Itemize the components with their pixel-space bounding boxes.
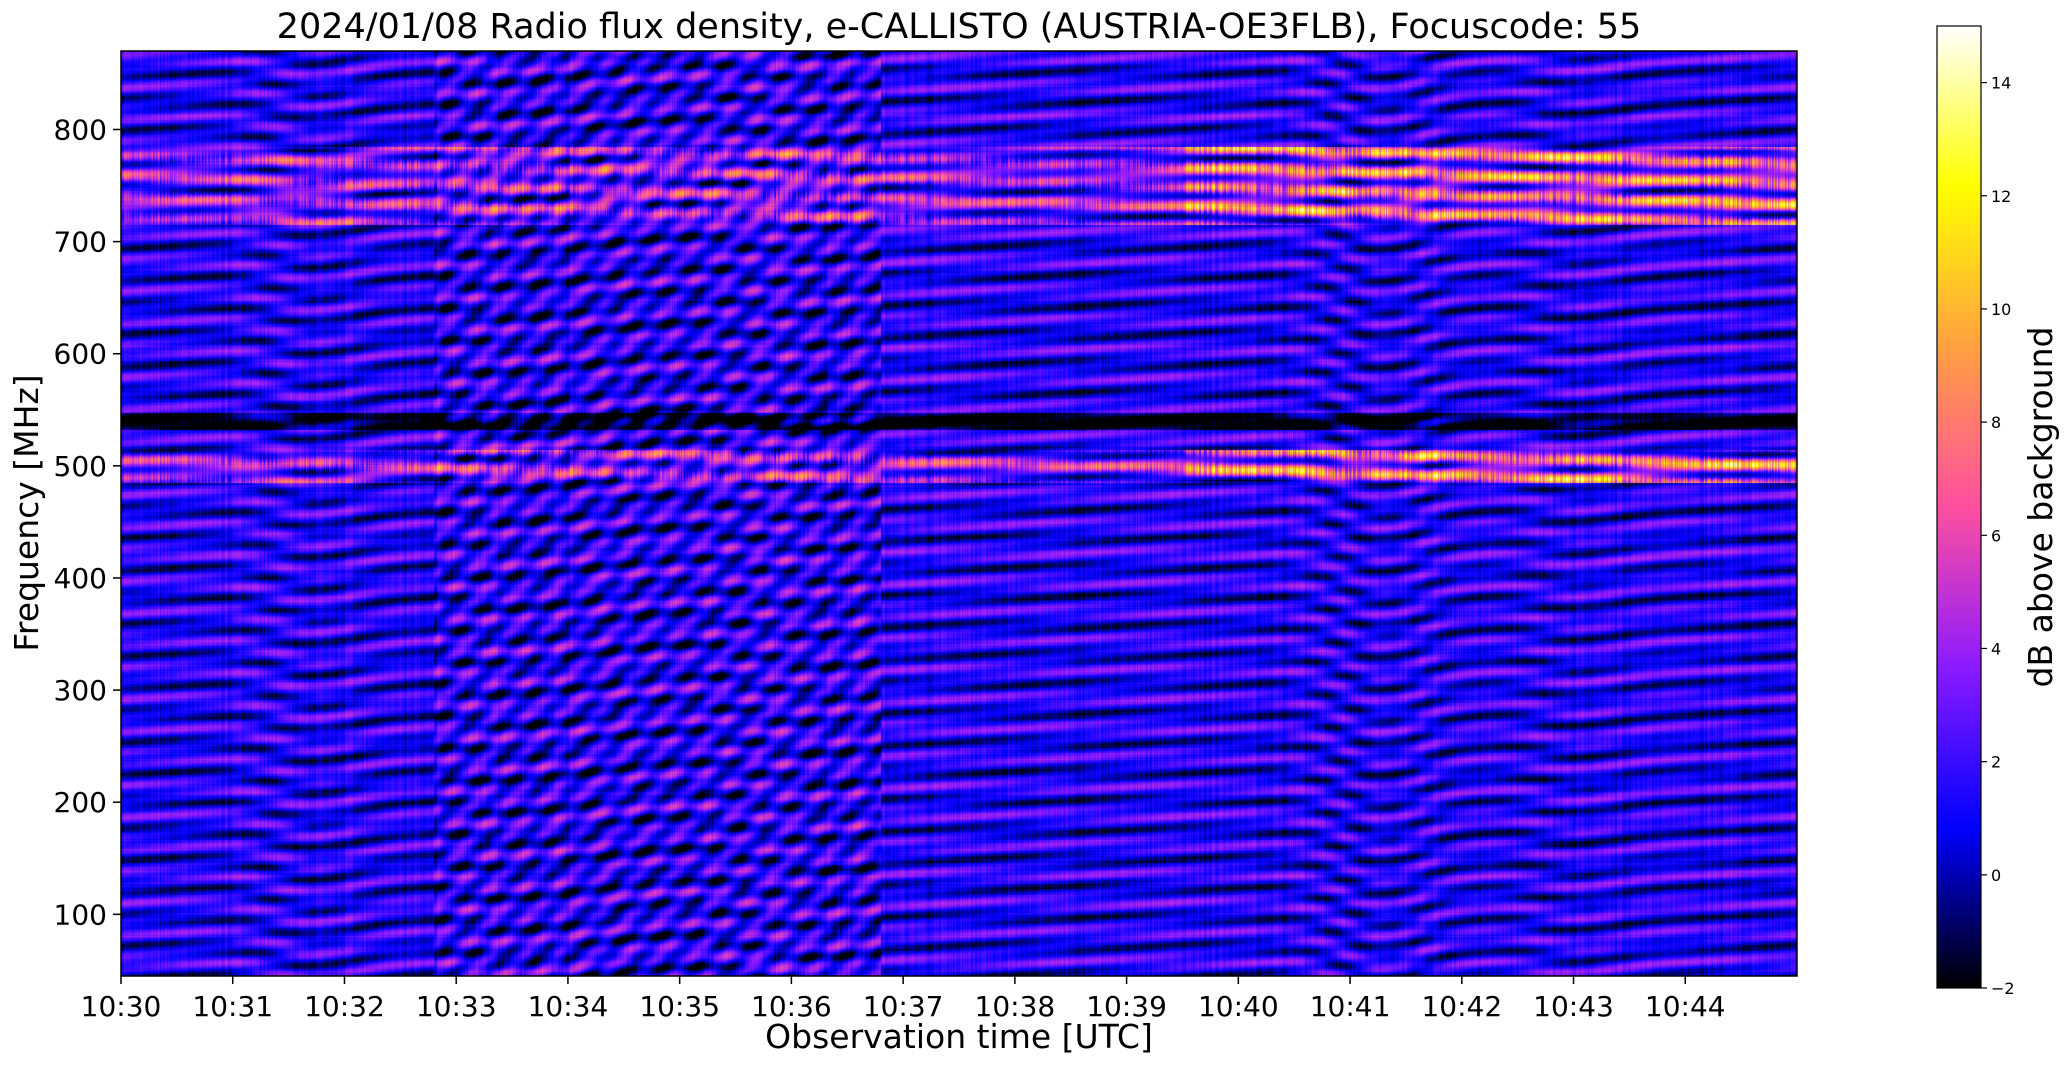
x-tick-label: 10:34 — [528, 990, 609, 1023]
y-tick-label: 600 — [54, 338, 107, 371]
colorbar-label: dB above background — [2021, 327, 2060, 688]
x-tick-label: 10:44 — [1645, 990, 1726, 1023]
x-axis-label: Observation time [UTC] — [765, 1017, 1153, 1056]
x-tick-label: 10:30 — [81, 990, 162, 1023]
colorbar: −2 0 2 4 6 8 10 12 14 dB above background — [1936, 25, 2060, 998]
plot-area — [120, 50, 1798, 977]
x-tick-label: 10:35 — [639, 990, 720, 1023]
x-tick-label: 10:43 — [1533, 990, 1614, 1023]
colorbar-tick-label: 12 — [1991, 187, 2011, 206]
y-axis-label: Frequency [MHz] — [7, 374, 46, 651]
colorbar-tick-label: 10 — [1991, 300, 2011, 319]
plot-frame — [120, 50, 1798, 977]
y-tick-label: 200 — [54, 786, 107, 819]
x-tick-label: 10:38 — [975, 990, 1056, 1023]
x-axis: 10:30 10:31 10:32 10:33 10:34 10:35 10:36 10:37… — [81, 976, 1726, 1023]
colorbar-tick-label: 2 — [1991, 753, 2001, 772]
x-tick-label: 10:31 — [192, 990, 273, 1023]
y-tick-label: 400 — [54, 562, 107, 595]
colorbar-scale — [1936, 25, 1982, 989]
y-tick-label: 100 — [54, 898, 107, 931]
colorbar-tick-label: 0 — [1991, 866, 2001, 885]
colorbar-tick-label: 4 — [1991, 639, 2001, 658]
y-axis: 100 200 300 400 500 600 700 800 — [54, 113, 121, 931]
x-tick-label: 10:33 — [416, 990, 497, 1023]
x-tick-label: 10:36 — [751, 990, 832, 1023]
x-tick-label: 10:32 — [304, 990, 385, 1023]
spectrogram-heatmap — [121, 51, 1797, 976]
x-tick-label: 10:41 — [1310, 990, 1391, 1023]
colorbar-tick-label: 6 — [1991, 526, 2001, 545]
colorbar-tick-label: 8 — [1991, 413, 2001, 432]
colorbar-ticks: −2 0 2 4 6 8 10 12 14 — [1981, 74, 2015, 998]
x-tick-label: 10:40 — [1198, 990, 1279, 1023]
x-tick-label: 10:42 — [1421, 990, 1502, 1023]
x-tick-label: 10:37 — [863, 990, 944, 1023]
chart-title: 2024/01/08 Radio flux density, e-CALLIST… — [277, 7, 1642, 47]
y-tick-label: 300 — [54, 674, 107, 707]
y-tick-label: 500 — [54, 450, 107, 483]
y-tick-label: 800 — [54, 113, 107, 146]
x-tick-label: 10:39 — [1086, 990, 1167, 1023]
colorbar-tick-label: −2 — [1991, 979, 2015, 998]
y-tick-label: 700 — [54, 226, 107, 259]
colorbar-tick-label: 14 — [1991, 74, 2011, 93]
